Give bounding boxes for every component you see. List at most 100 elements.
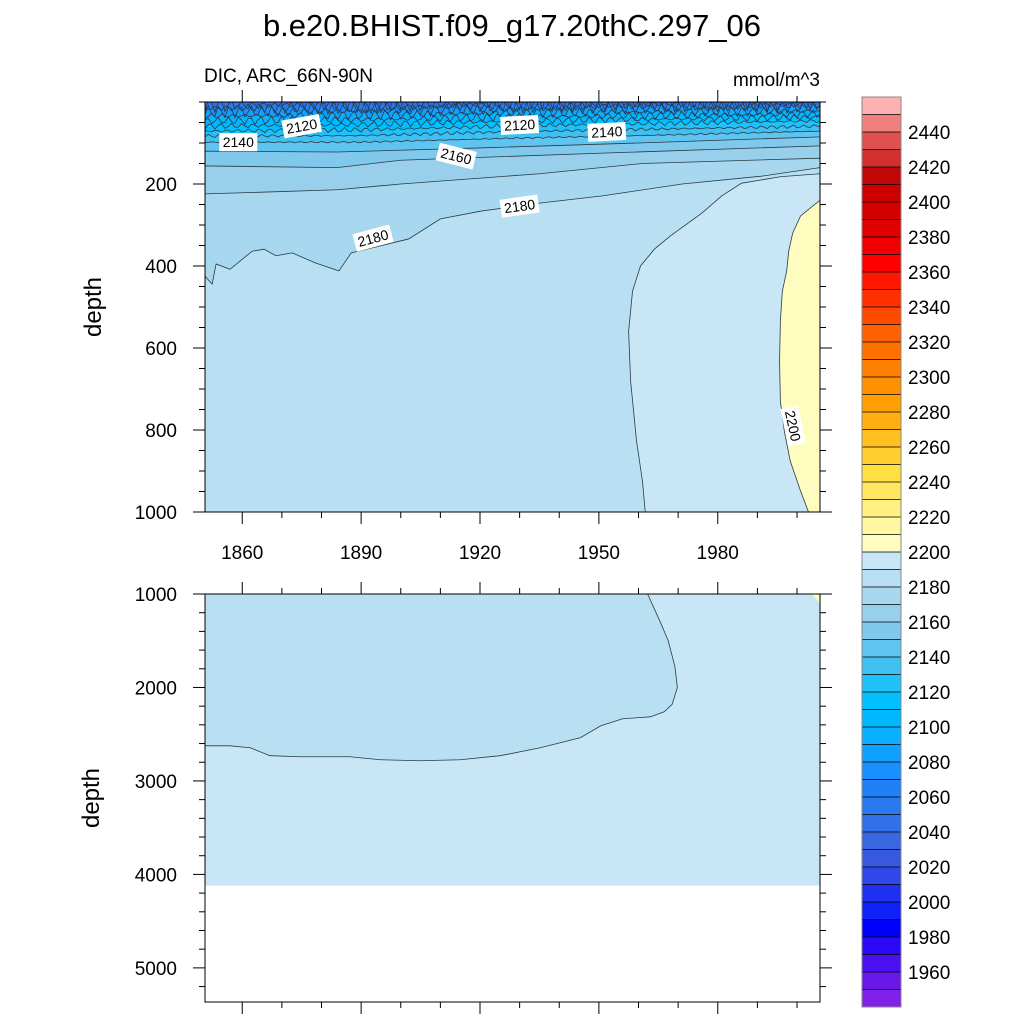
colorbar-box: [862, 709, 901, 727]
colorbar-label: 2440: [908, 123, 950, 144]
contour-label: 2120: [281, 114, 322, 139]
colorbar-box: [862, 359, 901, 377]
contour-band-2190: [628, 173, 820, 512]
colorbar-box: [862, 884, 901, 902]
colorbar-box: [862, 132, 901, 150]
colorbar-box: [862, 989, 901, 1007]
contour-label: 2180: [352, 224, 394, 252]
colorbar-label: 2280: [908, 403, 950, 424]
y-tick-label: 2000: [135, 678, 177, 699]
colorbar-box: [862, 569, 901, 587]
contour-line: [779, 200, 820, 512]
upper-panel: 2120 2140 2120 2140 2160 2180 2180 2200 200 400 60…: [135, 90, 832, 564]
contour-line: [205, 102, 820, 116]
colorbar-box: [862, 552, 901, 570]
contour-label: 2200: [780, 405, 806, 447]
colorbar-box: [862, 534, 901, 552]
colorbar-label: 1980: [908, 928, 950, 949]
colorbar-box: [862, 727, 901, 745]
colorbar-box: [862, 342, 901, 360]
colorbar-label: 2040: [908, 823, 950, 844]
colorbar-box: [862, 902, 901, 920]
contour-label-text: 2200: [782, 409, 804, 443]
contour-label: 2180: [499, 194, 540, 218]
colorbar-box: [862, 849, 901, 867]
colorbar-box: [862, 639, 901, 657]
colorbar-box: [862, 587, 901, 605]
contour-line: [205, 594, 678, 762]
colorbar-label: 2000: [908, 893, 950, 914]
colorbar-box: [862, 482, 901, 500]
colorbar-box: [862, 219, 901, 237]
y-tick-label: 1000: [135, 585, 177, 606]
colorbar-label: 2220: [908, 508, 950, 529]
contour-label: 2140: [587, 121, 627, 142]
colorbar-box: [862, 254, 901, 272]
colorbar-label: 2400: [908, 193, 950, 214]
colorbar-box: [862, 464, 901, 482]
colorbar-label: 2320: [908, 333, 950, 354]
contour-line: [205, 145, 820, 169]
x-tick-label: 1920: [459, 543, 501, 564]
colorbar-label: 2180: [908, 578, 950, 599]
y-tick-label: 3000: [135, 772, 177, 793]
contour-label-text: 2180: [503, 196, 536, 216]
contour-line: [205, 157, 820, 195]
colorbar-box: [862, 954, 901, 972]
colorbar-box: [862, 307, 901, 325]
y-tick-label: 800: [145, 421, 177, 442]
colorbar-box: [862, 394, 901, 412]
contour-line: [628, 173, 820, 512]
colorbar-box: [862, 412, 901, 430]
colorbar-box: [862, 289, 901, 307]
colorbar-label: 2120: [908, 683, 950, 704]
colorbar-label: 2240: [908, 473, 950, 494]
colorbar-label: 2260: [908, 438, 950, 459]
colorbar-box: [862, 97, 901, 115]
colorbar-box: [862, 517, 901, 535]
contour-label-text: 2120: [285, 116, 319, 137]
axis-ticks: [193, 90, 832, 524]
contour-label-text: 2160: [439, 145, 473, 168]
y-tick-label: 1000: [135, 503, 177, 524]
y-tick-label: 5000: [135, 959, 177, 980]
colorbar-box: [862, 272, 901, 290]
variable-label: DIC, ARC_66N-90N: [204, 66, 373, 87]
y-tick-label: 600: [145, 339, 177, 360]
contour-label-text: 2140: [591, 123, 623, 141]
y-tick-label: 400: [145, 257, 177, 278]
contour-label: 2160: [435, 142, 477, 170]
contour-label: 2120: [500, 114, 540, 135]
colorbar-box: [862, 657, 901, 675]
x-tick-label: 1980: [697, 543, 739, 564]
colorbar-box: [862, 972, 901, 990]
colorbar-box: [862, 324, 901, 342]
contour-fills: 2120 2140 2120 2140 2160 2180 2180 2200: [205, 102, 820, 512]
plot-frame: [204, 593, 821, 1003]
axis-ticks: [193, 582, 832, 1014]
colorbar-box: [862, 744, 901, 762]
colorbar-box: [862, 692, 901, 710]
y-tick-label: 4000: [135, 865, 177, 886]
colorbar-label: 1960: [908, 963, 950, 984]
colorbar-box: [862, 429, 901, 447]
y-axis-label-upper: depth: [80, 277, 107, 337]
colorbar-box: [862, 184, 901, 202]
contour-line: [205, 136, 820, 153]
colorbar-label: 2020: [908, 858, 950, 879]
colorbar-label: 2100: [908, 718, 950, 739]
colorbar-frame: [861, 96, 902, 1008]
y-axis-label-lower: depth: [78, 768, 105, 828]
contour-label-text: 2180: [356, 226, 390, 250]
colorbar: 1960 1980 2000 2020 2040 2060 2080 2100 2120 2140…: [861, 96, 950, 1008]
units-label: mmol/m^3: [733, 70, 820, 91]
contour-fills: [205, 594, 820, 886]
colorbar-box: [862, 832, 901, 850]
colorbar-box: [862, 377, 901, 395]
y-tick-label: 200: [145, 175, 177, 196]
colorbar-label: 2080: [908, 753, 950, 774]
contour-line: [205, 130, 820, 144]
colorbar-box: [862, 202, 901, 220]
contour-label-text: 2120: [504, 116, 536, 134]
